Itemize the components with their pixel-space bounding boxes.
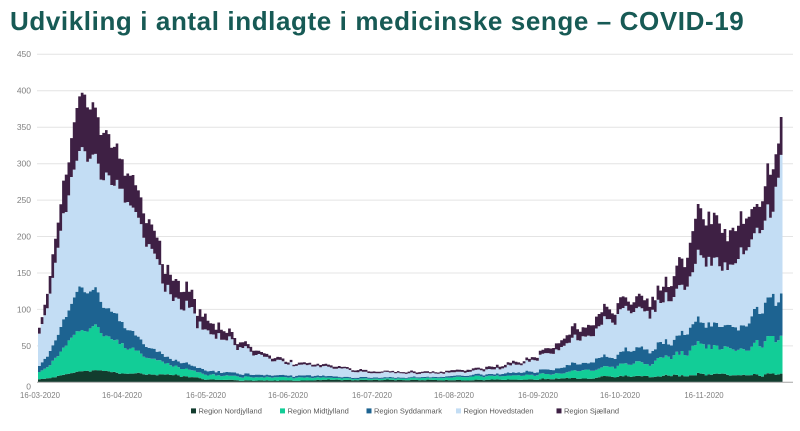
- svg-text:300: 300: [17, 159, 31, 169]
- svg-text:16-05-2020: 16-05-2020: [186, 391, 227, 400]
- svg-text:250: 250: [17, 195, 31, 205]
- svg-text:Region Midtjylland: Region Midtjylland: [288, 407, 349, 416]
- svg-text:Region Syddanmark: Region Syddanmark: [374, 407, 442, 416]
- svg-text:16-10-2020: 16-10-2020: [600, 391, 641, 400]
- svg-text:Region Nordjylland: Region Nordjylland: [199, 407, 262, 416]
- svg-text:400: 400: [17, 86, 31, 96]
- svg-text:16-03-2020: 16-03-2020: [20, 391, 61, 400]
- svg-text:150: 150: [17, 268, 31, 278]
- svg-text:16-06-2020: 16-06-2020: [268, 391, 309, 400]
- svg-text:100: 100: [17, 304, 31, 314]
- svg-text:200: 200: [17, 231, 31, 241]
- svg-text:16-09-2020: 16-09-2020: [518, 391, 559, 400]
- svg-text:0: 0: [26, 381, 31, 391]
- svg-text:16-11-2020: 16-11-2020: [684, 391, 724, 400]
- svg-text:Region Sjælland: Region Sjælland: [564, 407, 619, 416]
- svg-text:450: 450: [17, 49, 31, 59]
- svg-text:16-07-2020: 16-07-2020: [352, 391, 393, 400]
- svg-text:Region Hovedstaden: Region Hovedstaden: [464, 407, 534, 416]
- svg-text:350: 350: [17, 122, 31, 132]
- svg-text:50: 50: [22, 341, 32, 351]
- svg-text:16-04-2020: 16-04-2020: [102, 391, 143, 400]
- svg-text:16-08-2020: 16-08-2020: [434, 391, 475, 400]
